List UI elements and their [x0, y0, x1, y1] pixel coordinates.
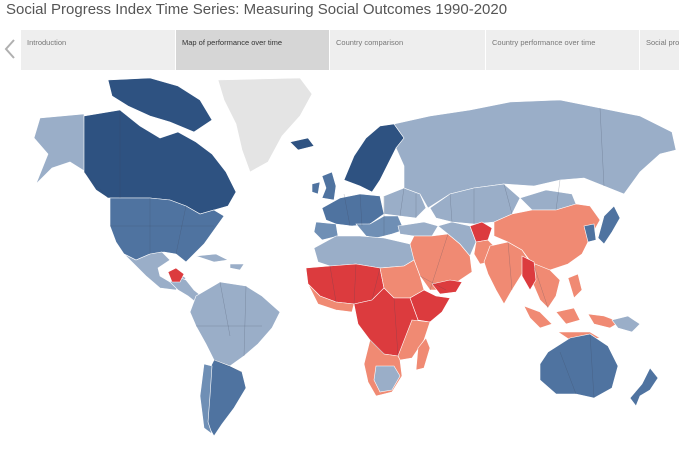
chile-region — [199, 363, 213, 435]
horn-of-africa-region — [409, 289, 451, 323]
tab-country-performance[interactable]: Country performance over time — [486, 30, 640, 70]
west-africa-coast-region — [307, 283, 355, 313]
new-zealand-region — [629, 367, 659, 407]
greenland-region — [217, 77, 313, 173]
world-map[interactable] — [0, 76, 680, 456]
yemen-region — [431, 279, 463, 295]
previous-story-point-button[interactable] — [0, 28, 20, 70]
korea-japan-region — [583, 205, 621, 245]
tab-introduction[interactable]: Introduction — [21, 30, 176, 70]
iberia-region — [313, 221, 339, 241]
south-africa-region — [373, 365, 401, 393]
australia-region — [539, 333, 619, 399]
united-kingdom-region — [311, 171, 337, 201]
guatemala-honduras-region — [167, 267, 185, 283]
myanmar-region — [521, 255, 537, 291]
papua-region — [611, 315, 641, 333]
russia-region — [393, 99, 677, 209]
country-borders — [83, 107, 605, 399]
story-navigation: Introduction Map of performance over tim… — [0, 28, 680, 72]
chevron-left-icon — [4, 39, 15, 59]
tab-social-progress[interactable]: Social prog — [640, 30, 680, 70]
caribbean-region — [195, 253, 245, 271]
madagascar-region — [415, 337, 431, 371]
china-region — [493, 203, 601, 271]
philippines-region — [567, 273, 583, 299]
canada-arctic-islands — [107, 77, 213, 133]
indonesia-region — [523, 305, 621, 341]
western-europe-region — [321, 193, 385, 227]
afghanistan-region — [469, 221, 493, 243]
iran-region — [437, 221, 477, 257]
iceland-region — [289, 137, 315, 151]
south-america-north-region — [189, 281, 281, 367]
tab-country-comparison[interactable]: Country comparison — [330, 30, 486, 70]
tab-map-of-performance[interactable]: Map of performance over time — [176, 30, 330, 70]
page-title: Social Progress Index Time Series: Measu… — [6, 1, 508, 18]
